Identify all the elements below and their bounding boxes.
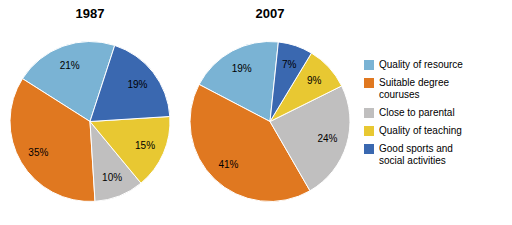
svg-text:21%: 21% (60, 60, 80, 71)
svg-text:35%: 35% (28, 147, 48, 158)
svg-text:9%: 9% (307, 75, 322, 86)
svg-text:7%: 7% (282, 59, 297, 70)
html-text:Quality of resource: Quality of resource (379, 58, 463, 70)
html-text:Close to parental: Close to parental (379, 106, 455, 118)
svg-text:19%: 19% (232, 63, 252, 74)
svg-text:24%: 24% (317, 133, 337, 144)
html-text:1987: 1987 (75, 6, 105, 21)
svg-text:10%: 10% (102, 172, 122, 183)
html-text:2007: 2007 (255, 6, 285, 21)
html-text:Good sports and social activit: Good sports and social activities (379, 142, 453, 166)
svg-text:41%: 41% (218, 159, 238, 170)
html-text:Suitable degree couruses: Suitable degree couruses (379, 76, 450, 100)
svg-text:15%: 15% (135, 140, 155, 151)
html-text:Quality of teaching: Quality of teaching (379, 124, 462, 136)
svg-text:19%: 19% (127, 79, 147, 90)
